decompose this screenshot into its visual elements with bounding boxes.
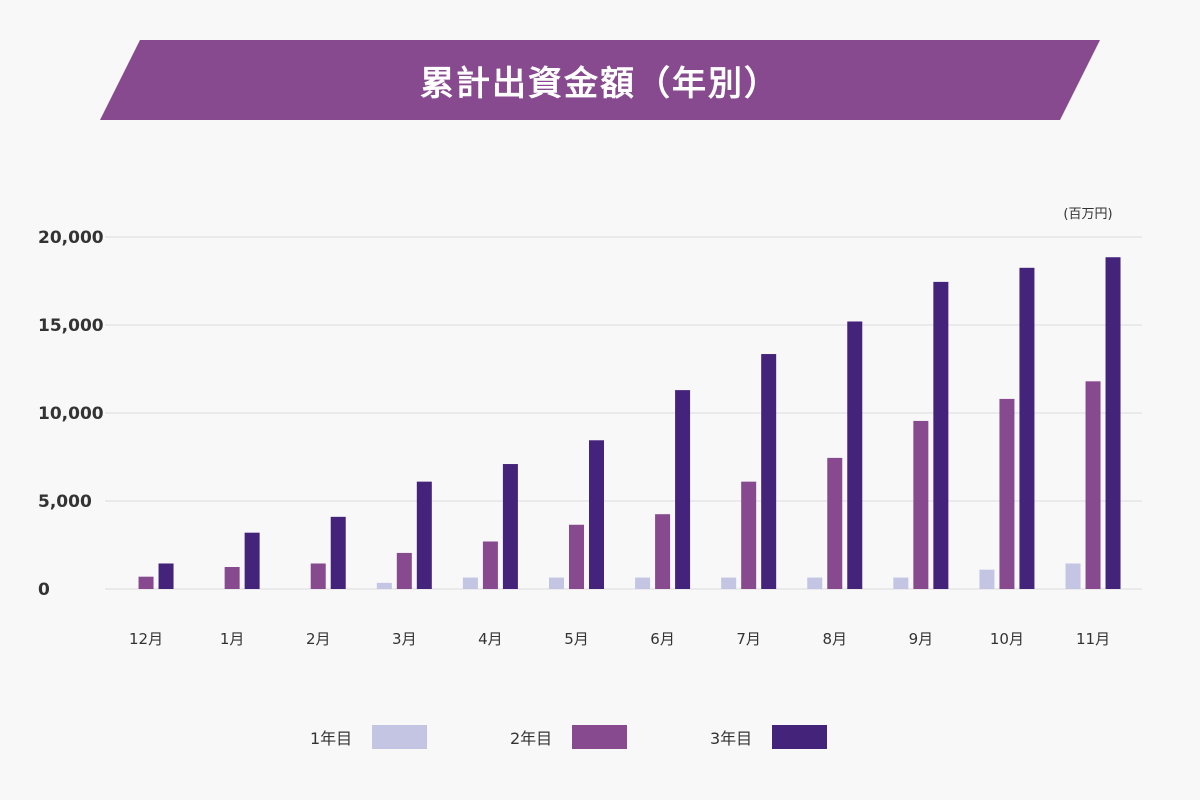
bar-2-4 — [396, 552, 412, 589]
legend-label: 2年目 — [510, 729, 553, 748]
bar-2-8 — [741, 481, 757, 589]
bar-3-9 — [847, 321, 863, 589]
bar-1-8 — [721, 577, 737, 589]
bar-1-12 — [1065, 563, 1081, 589]
x-tick-label: 8月 — [822, 630, 847, 648]
legend-label: 3年目 — [710, 729, 753, 748]
unit-label: (百万円) — [1063, 207, 1112, 222]
bar-3-12 — [1105, 257, 1121, 589]
bar-1-10 — [893, 577, 909, 589]
x-tick-label: 12月 — [129, 630, 163, 648]
bar-3-7 — [675, 390, 691, 589]
bar-2-3 — [310, 563, 326, 589]
bar-3-3 — [330, 516, 346, 589]
bar-2-10 — [913, 420, 929, 589]
bar-3-2 — [244, 532, 260, 589]
bar-2-12 — [1085, 381, 1101, 589]
x-tick-label: 5月 — [564, 630, 589, 648]
bar-2-9 — [827, 457, 843, 589]
bar-1-7 — [635, 577, 651, 589]
title-banner — [100, 40, 1100, 120]
x-tick-label: 1月 — [220, 630, 245, 648]
y-tick-label: 5,000 — [38, 492, 92, 512]
bar-2-11 — [999, 398, 1015, 589]
bar-3-11 — [1019, 267, 1035, 589]
bar-3-8 — [761, 354, 777, 589]
x-tick-label: 4月 — [478, 630, 503, 648]
legend-item-year3: 3年目 — [710, 724, 827, 750]
bar-2-7 — [655, 514, 671, 589]
y-tick-label: 10,000 — [38, 404, 104, 424]
bar-1-6 — [548, 577, 564, 589]
legend-label: 1年目 — [310, 729, 353, 748]
bar-1-9 — [807, 577, 823, 589]
x-tick-label: 11月 — [1076, 630, 1110, 648]
legend-item-year1: 1年目 — [310, 724, 427, 750]
x-tick-label: 3月 — [392, 630, 417, 648]
bar-3-5 — [502, 464, 518, 589]
bar-3-10 — [933, 281, 949, 589]
bar-1-5 — [462, 577, 478, 589]
bar-2-1 — [138, 576, 154, 589]
bars — [138, 257, 1121, 589]
y-tick-label: 15,000 — [38, 316, 104, 336]
x-tick-label: 10月 — [990, 630, 1024, 648]
title-banner-shape — [100, 40, 1100, 120]
y-axis-ticks: 0 5,000 10,000 15,000 20,000 — [38, 228, 104, 600]
legend-swatch — [772, 725, 827, 749]
bar-2-6 — [568, 524, 584, 589]
bar-2-5 — [482, 541, 498, 589]
bar-1-11 — [979, 569, 995, 589]
y-tick-label: 20,000 — [38, 228, 104, 248]
x-tick-label: 7月 — [736, 630, 761, 648]
x-tick-label: 6月 — [650, 630, 675, 648]
legend-swatch — [572, 725, 627, 749]
bar-2-2 — [224, 567, 240, 589]
bar-1-4 — [376, 582, 392, 589]
y-tick-label: 0 — [38, 580, 50, 600]
chart-title: 累計出資金額（年別） — [420, 63, 780, 104]
x-tick-label: 9月 — [909, 630, 934, 648]
bar-3-1 — [158, 563, 174, 589]
bar-3-6 — [588, 440, 604, 589]
x-axis-ticks: 12月 1月 2月 3月 4月 5月 6月 7月 8月 9月 10月 11月 — [129, 630, 1110, 648]
legend-swatch — [372, 725, 427, 749]
x-tick-label: 2月 — [306, 630, 331, 648]
grid-lines — [105, 236, 1142, 590]
bar-3-4 — [416, 481, 432, 589]
legend-item-year2: 2年目 — [510, 724, 627, 750]
